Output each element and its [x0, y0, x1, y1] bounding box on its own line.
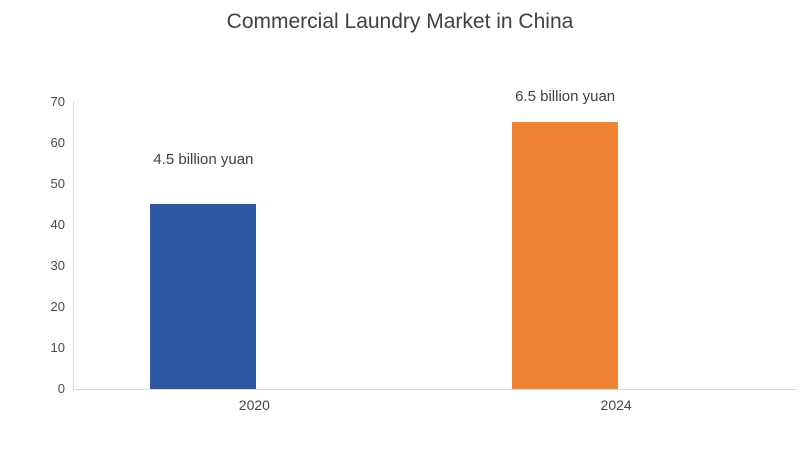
y-tick-label: 10: [50, 339, 65, 355]
y-tick-label: 40: [50, 216, 65, 232]
x-axis-line: [73, 389, 797, 390]
y-tick-label: 30: [50, 257, 65, 273]
bar-2020: [150, 204, 257, 389]
y-tick-label: 60: [50, 134, 65, 150]
y-axis-line: [73, 101, 74, 390]
y-tick-label: 0: [57, 381, 65, 396]
bar-data-label: 6.5 billion yuan: [515, 88, 616, 106]
bar-2024: [512, 122, 619, 389]
bar-data-label: 4.5 billion yuan: [153, 151, 254, 169]
y-tick-label: 70: [50, 93, 65, 109]
x-tick-label: 2024: [600, 397, 632, 413]
y-tick-label: 50: [50, 175, 65, 191]
y-tick-label: 20: [50, 298, 65, 314]
chart-title: Commercial Laundry Market in China: [226, 10, 574, 33]
x-tick-label: 2020: [238, 397, 270, 413]
